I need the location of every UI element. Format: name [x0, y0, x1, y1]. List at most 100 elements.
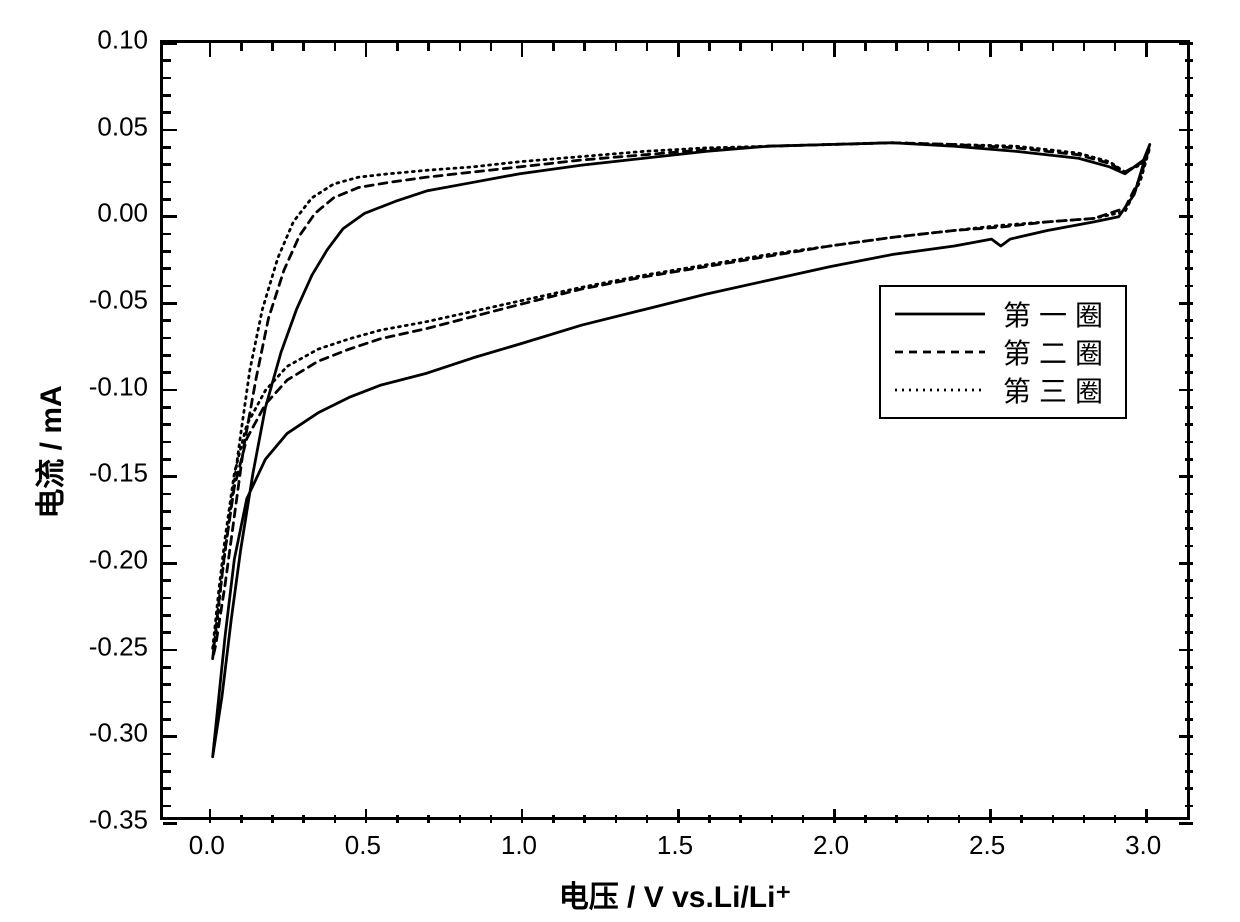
y-tick-left — [163, 770, 171, 773]
y-tick-left — [163, 597, 171, 600]
x-tick-bottom — [802, 815, 805, 823]
x-tick-bottom — [771, 815, 774, 823]
x-tick-top — [490, 43, 493, 51]
y-tick-left — [163, 215, 177, 218]
x-tick-top — [334, 43, 337, 51]
y-tick-right — [1185, 666, 1193, 669]
x-tick-top — [958, 43, 961, 51]
x-tick-bottom — [739, 815, 742, 823]
y-tick-left — [163, 701, 171, 704]
x-tick-top — [209, 43, 212, 57]
legend-label: 第三圈 — [1003, 370, 1111, 410]
x-tick-top — [302, 43, 305, 51]
y-tick-left — [163, 579, 171, 582]
y-tick-left — [163, 822, 177, 825]
y-tick-right — [1185, 94, 1193, 97]
legend-row: 第一圈 — [895, 295, 1111, 333]
y-tick-left — [163, 319, 171, 322]
x-tick-bottom — [989, 809, 992, 823]
x-tick-bottom — [209, 809, 212, 823]
x-tick-top — [427, 43, 430, 51]
plot-svg — [163, 43, 1187, 817]
y-tick-left — [163, 111, 171, 114]
y-tick-right — [1185, 77, 1193, 80]
y-tick-right — [1179, 215, 1193, 218]
y-tick-left — [163, 735, 177, 738]
x-axis-label: 电压 / V vs.Li/Li⁺ — [559, 872, 792, 916]
y-tick-right — [1185, 285, 1193, 288]
y-tick-left — [163, 787, 171, 790]
y-tick-left — [163, 458, 171, 461]
x-tick-bottom — [895, 815, 898, 823]
x-tick-top — [396, 43, 399, 51]
x-tick-bottom — [708, 815, 711, 823]
y-tick-right — [1185, 354, 1193, 357]
y-tick-right — [1185, 59, 1193, 62]
x-tick-label: 0.5 — [345, 830, 381, 861]
y-tick-label: -0.25 — [89, 631, 148, 662]
y-tick-left — [163, 423, 171, 426]
y-tick-label: -0.30 — [89, 718, 148, 749]
y-tick-left — [163, 42, 177, 45]
x-tick-bottom — [334, 815, 337, 823]
y-tick-left — [163, 198, 171, 201]
y-tick-left — [163, 805, 171, 808]
y-tick-left — [163, 163, 171, 166]
y-tick-label: 0.05 — [97, 111, 148, 142]
y-tick-right — [1179, 649, 1193, 652]
x-tick-bottom — [958, 815, 961, 823]
y-tick-left — [163, 354, 171, 357]
y-tick-left — [163, 129, 177, 132]
x-tick-top — [989, 43, 992, 57]
x-tick-label: 1.0 — [501, 830, 537, 861]
y-tick-right — [1179, 735, 1193, 738]
y-tick-right — [1185, 683, 1193, 686]
x-tick-bottom — [240, 815, 243, 823]
y-tick-right — [1185, 770, 1193, 773]
y-tick-left — [163, 406, 171, 409]
x-tick-bottom — [521, 809, 524, 823]
y-tick-right — [1185, 631, 1193, 634]
y-tick-left — [163, 649, 177, 652]
plot-border: 第一圈第二圈第三圈 — [160, 40, 1190, 820]
x-tick-bottom — [927, 815, 930, 823]
y-tick-left — [163, 545, 171, 548]
x-tick-bottom — [459, 815, 462, 823]
y-tick-right — [1185, 423, 1193, 426]
x-tick-bottom — [646, 815, 649, 823]
legend-swatch — [895, 337, 985, 367]
y-tick-right — [1185, 527, 1193, 530]
y-tick-right — [1185, 614, 1193, 617]
y-axis-label: 电流 / mA — [26, 385, 70, 518]
x-tick-bottom — [1114, 815, 1117, 823]
y-tick-right — [1185, 458, 1193, 461]
y-tick-right — [1185, 701, 1193, 704]
y-tick-left — [163, 510, 171, 513]
y-tick-left — [163, 285, 171, 288]
y-tick-label: 0.10 — [97, 25, 148, 56]
y-tick-label: -0.05 — [89, 285, 148, 316]
x-tick-top — [677, 43, 680, 57]
y-tick-right — [1185, 545, 1193, 548]
y-tick-right — [1179, 475, 1193, 478]
y-tick-left — [163, 181, 171, 184]
x-tick-bottom — [490, 815, 493, 823]
y-tick-right — [1185, 163, 1193, 166]
y-tick-right — [1179, 562, 1193, 565]
y-tick-right — [1185, 718, 1193, 721]
x-tick-top — [459, 43, 462, 51]
x-tick-top — [583, 43, 586, 51]
y-tick-left — [163, 683, 171, 686]
x-tick-top — [1114, 43, 1117, 51]
y-tick-left — [163, 631, 171, 634]
y-tick-right — [1185, 579, 1193, 582]
y-tick-right — [1185, 787, 1193, 790]
x-tick-bottom — [302, 815, 305, 823]
x-tick-top — [708, 43, 711, 51]
x-tick-top — [240, 43, 243, 51]
x-tick-top — [552, 43, 555, 51]
x-tick-top — [927, 43, 930, 51]
y-tick-label: -0.20 — [89, 545, 148, 576]
y-tick-right — [1185, 753, 1193, 756]
y-tick-left — [163, 389, 177, 392]
